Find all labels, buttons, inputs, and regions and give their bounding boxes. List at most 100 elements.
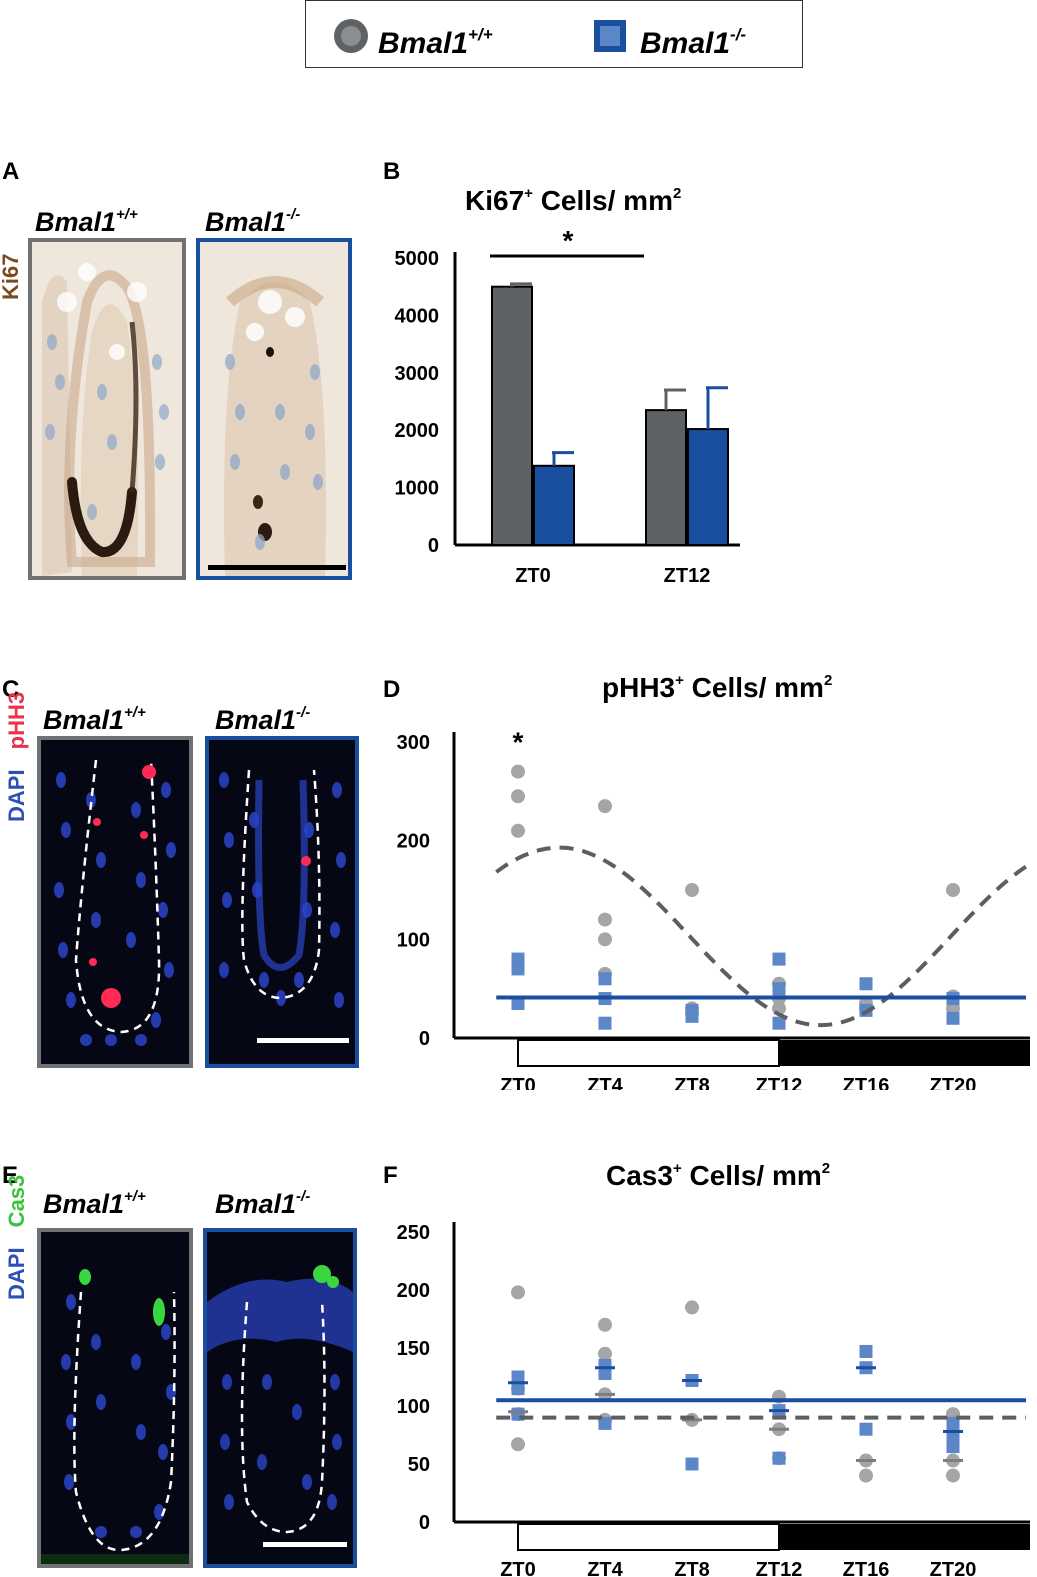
chart-d-xtick-label: ZT12: [756, 1075, 803, 1090]
chart-d-significance-star: *: [513, 727, 524, 758]
chart-d-wt-point: [511, 823, 525, 838]
chart-d-wt-point: [598, 912, 612, 927]
micrograph-phh3-ko: [205, 736, 359, 1068]
chart-d-ko-point: [859, 977, 873, 991]
ki67-wt-image: [32, 242, 182, 576]
chart-f-ko-point: [859, 1422, 873, 1436]
chart-f-wt-point: [598, 1317, 612, 1332]
stain-label-c: DAPI pHH3: [4, 691, 29, 822]
chart-d-ko-point: [772, 952, 786, 966]
chart-b-plot: 0 1000 2000 3000 4000 5000 ZT0 ZT12 *: [395, 225, 740, 587]
micro-a-wt-title: Bmal1+/+: [35, 206, 138, 237]
legend-wt-label: Bmal1+/+: [378, 25, 493, 60]
chart-f-wt-point: [685, 1300, 699, 1315]
micro-e-wt-title: Bmal1+/+: [43, 1188, 146, 1219]
chart-f-ytick-label: 0: [419, 1512, 430, 1534]
chart-f-wt-point: [946, 1468, 960, 1483]
chart-d-ko-point: [772, 1016, 786, 1030]
chart-f-ytick-label: 250: [397, 1222, 430, 1244]
chart-f-ytick-label: 50: [408, 1454, 430, 1476]
chart-b-ytick-label: 3000: [395, 363, 440, 385]
chart-b-ytick-label: 0: [428, 535, 439, 557]
chart-b-xtick-label: ZT0: [515, 565, 551, 587]
micrograph-cas3-ko: [203, 1228, 357, 1568]
micrograph-cas3-wt: [37, 1228, 193, 1568]
chart-f-ko-point: [946, 1440, 960, 1454]
micrograph-ki67-wt: [28, 238, 186, 580]
chart-f-ko-point: [946, 1416, 960, 1430]
chart-f-plot: 0 50 100 150 200 250 ZT0 ZT4 ZT8 ZT12 ZT16 ZT20: [397, 1222, 1030, 1577]
chart-f-ko-point: [859, 1344, 873, 1358]
chart-b-ytick-label: 2000: [395, 420, 440, 442]
chart-f-xtick-label: ZT0: [500, 1559, 536, 1577]
chart-b-bar: [645, 409, 687, 546]
chart-f-title: Cas3+ Cells/ mm2: [606, 1160, 831, 1191]
chart-d-wt-point: [598, 932, 612, 947]
chart-f-ko-point: [598, 1367, 612, 1381]
chart-f-ko-point: [772, 1451, 786, 1465]
micro-c-ko-title: Bmal1-/-: [215, 704, 311, 735]
panel-letter-d: D: [383, 676, 401, 703]
chart-f-xtick-label: ZT20: [930, 1559, 977, 1577]
legend-wt-marker: [334, 19, 368, 53]
chart-b-ytick-label: 1000: [395, 478, 440, 500]
stain-label-e: DAPI Cas3: [4, 1174, 29, 1300]
chart-d-ko-point: [511, 962, 525, 976]
chart-f-xtick-label: ZT8: [674, 1559, 710, 1577]
chart-d-ytick-label: 0: [419, 1028, 430, 1050]
chart-d-ytick-label: 200: [397, 831, 430, 853]
legend-ko-label: Bmal1-/-: [640, 25, 747, 60]
stain-label-ki67: Ki67: [0, 253, 23, 300]
chart-b-xtick-label: ZT12: [664, 565, 711, 587]
chart-d-wt-point: [598, 799, 612, 814]
legend-ko-marker: [594, 20, 626, 52]
chart-f-ytick-label: 200: [397, 1280, 430, 1302]
chart-d-title: pHH3+ Cells/ mm2: [602, 672, 833, 703]
ki67-ko-image: [200, 242, 348, 576]
chart-d-dark-phase-bar: [779, 1040, 1030, 1066]
chart-f-wt-point: [598, 1346, 612, 1361]
chart-d-wt-point: [685, 883, 699, 897]
chart-b-title: Ki67+ Cells/ mm2: [465, 185, 682, 216]
micro-e-ko-title: Bmal1-/-: [215, 1188, 311, 1219]
panel-letter-f: F: [383, 1162, 398, 1189]
chart-b-bar: [533, 464, 575, 546]
chart-d-plot: 0 100 200 300 ZT0 ZT4 ZT8 ZT12 ZT16 ZT20 *: [397, 727, 1031, 1090]
chart-d-wt-point: [511, 764, 525, 779]
chart-b-ytick-label: 5000: [395, 248, 440, 270]
chart-b-ytick-label: 4000: [395, 305, 440, 327]
legend: Bmal1+/+ Bmal1-/-: [305, 0, 803, 68]
chart-d-ytick-label: 100: [397, 929, 430, 951]
chart-d-ko-point: [946, 1011, 960, 1025]
chart-d-xtick-label: ZT4: [587, 1075, 623, 1090]
chart-f-ko-point: [511, 1370, 525, 1384]
chart-d-wt-fit-curve: [495, 845, 1031, 1028]
chart-d-ytick-label: 300: [397, 732, 430, 754]
chart-d-ko-point: [598, 1016, 612, 1030]
chart-d-xtick-label: ZT16: [843, 1075, 890, 1090]
chart-f-wt-point: [859, 1468, 873, 1483]
chart-f-xtick-label: ZT16: [843, 1559, 890, 1577]
panel-letter-b: B: [383, 158, 401, 185]
panel-letter-e: E: [2, 1162, 19, 1189]
chart-f-ko-point: [685, 1457, 699, 1471]
micro-c-wt-title: Bmal1+/+: [43, 704, 146, 735]
chart-f-ko-point: [598, 1416, 612, 1430]
micrograph-phh3-wt: [37, 736, 193, 1068]
chart-f-xtick-label: ZT4: [587, 1559, 623, 1577]
phh3-wt-image: [41, 740, 189, 1064]
chart-d-xtick-label: ZT8: [674, 1075, 710, 1090]
cas3-wt-image: [41, 1232, 189, 1564]
chart-f-xtick-label: ZT12: [756, 1559, 803, 1577]
chart-f-wt-point: [511, 1285, 525, 1300]
chart-d-ko-point: [511, 952, 525, 966]
chart-f-ytick-label: 100: [397, 1396, 430, 1418]
panel-letter-a: A: [2, 158, 20, 185]
chart-d-ko-point: [511, 996, 525, 1010]
chart-d-xtick-label: ZT0: [500, 1075, 536, 1090]
chart-d-ko-point: [685, 1009, 699, 1023]
chart-b-bar: [491, 285, 533, 546]
chart-f-ytick-label: 150: [397, 1338, 430, 1360]
chart-d-ko-point: [772, 982, 786, 996]
micrograph-ki67-ko: [196, 238, 352, 580]
